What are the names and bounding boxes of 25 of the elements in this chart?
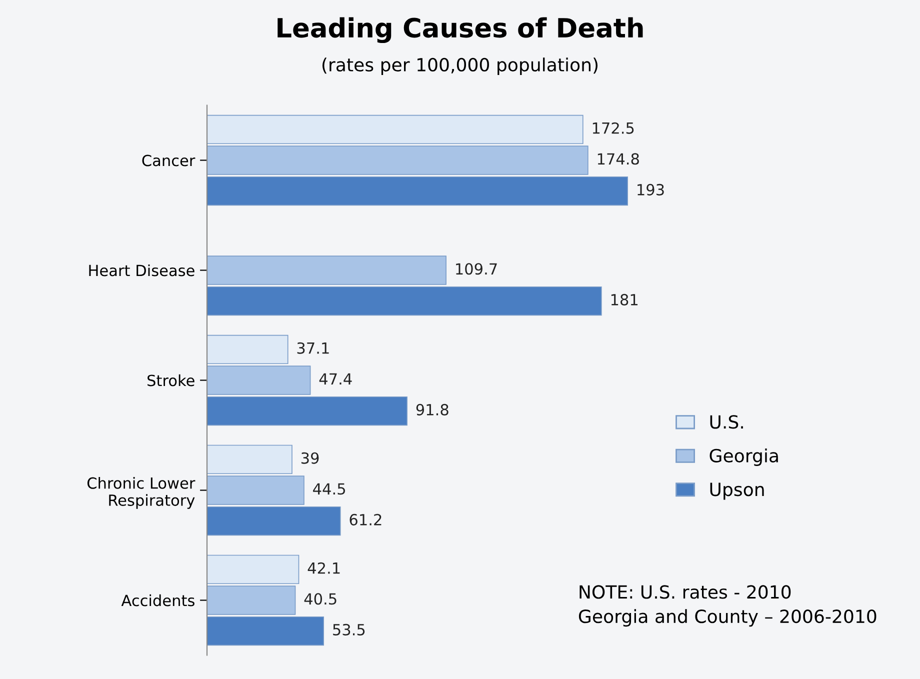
- y-tick-label: Accidents: [121, 594, 194, 606]
- data-label: 172.5: [592, 122, 634, 134]
- chart-title: Leading Causes of Death: [278, 17, 643, 44]
- data-label: 174.8: [598, 153, 639, 165]
- data-label: 44.5: [313, 483, 345, 495]
- y-tick-label: Stroke: [148, 374, 194, 386]
- data-label: 109.7: [456, 263, 497, 275]
- data-label: 193: [638, 184, 664, 196]
- data-label: 37.1: [297, 342, 329, 354]
- legend-label: U.S.: [710, 415, 743, 429]
- legend-label: Upson: [710, 482, 764, 500]
- data-label: 61.2: [350, 514, 382, 526]
- y-tick-label: Chronic Lower Respiratory: [87, 477, 196, 509]
- data-label: 42.1: [308, 562, 340, 574]
- data-label: 91.8: [416, 404, 448, 416]
- data-label: 39: [301, 452, 319, 464]
- y-tick-label: Cancer: [142, 154, 196, 166]
- data-label: 40.5: [304, 593, 336, 605]
- chart-subtitle: (rates per 100,000 population): [322, 58, 598, 76]
- data-label: 53.5: [333, 624, 365, 636]
- annotation: NOTE: U.S. rates - 2010 Georgia and County – 2006-2010: [578, 585, 876, 627]
- y-tick-label: Heart Disease: [89, 264, 194, 276]
- data-label: 181: [611, 294, 638, 306]
- legend-label: Georgia: [710, 448, 778, 466]
- data-label: 47.4: [319, 373, 352, 384]
